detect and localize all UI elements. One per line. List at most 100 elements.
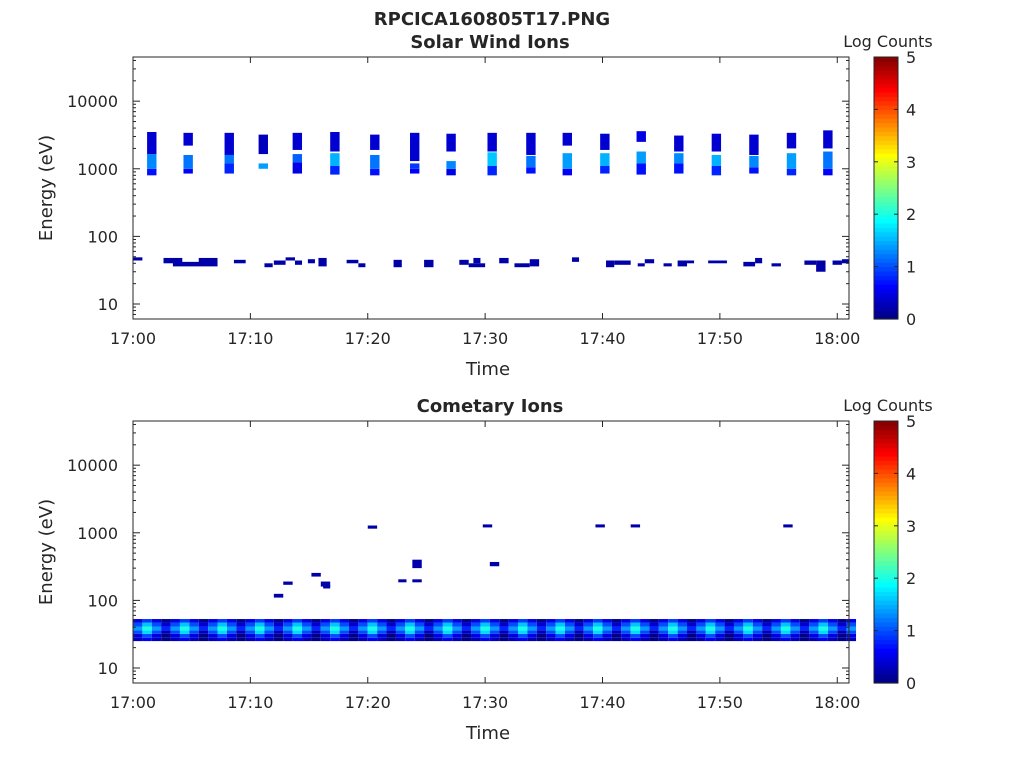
- heatmap-cell: [208, 626, 218, 631]
- heatmap-cell: [358, 619, 368, 623]
- heatmap-cell: [546, 626, 556, 631]
- heatmap-cell: [668, 622, 678, 627]
- colorbar-frame: [873, 56, 899, 320]
- colorbar-segment: [874, 512, 898, 518]
- heatmap-cell: [630, 626, 641, 631]
- heatmap-cell: [517, 619, 528, 623]
- colorbar-segment: [874, 192, 898, 198]
- colorbar-segment: [874, 105, 898, 110]
- heatmap-cell: [161, 637, 171, 642]
- heatmap-cell: [339, 622, 349, 627]
- heatmap-cell: [711, 154, 722, 166]
- heatmap-cell: [142, 637, 152, 642]
- colorbar-segment: [874, 429, 898, 435]
- heatmap-cell: [658, 630, 669, 634]
- heatmap-cell: [442, 626, 453, 631]
- heatmap-cell: [161, 619, 171, 623]
- heatmap-cell: [461, 622, 472, 627]
- colorbar-segment: [874, 530, 898, 536]
- heatmap-cell: [386, 622, 396, 627]
- colorbar-segment: [874, 499, 898, 505]
- heatmap-cell: [771, 637, 781, 642]
- heatmap-cell: [640, 622, 650, 627]
- heatmap-cell: [412, 579, 422, 583]
- heatmap-cell: [846, 630, 857, 634]
- heatmap-cell: [602, 622, 612, 627]
- colorbar-segment: [874, 284, 898, 290]
- heatmap-cell: [307, 259, 315, 264]
- heatmap-cell: [320, 633, 331, 638]
- colorbar-segment: [874, 157, 898, 163]
- heatmap-cell: [133, 630, 143, 634]
- heatmap-cell: [762, 637, 772, 642]
- heatmap-cell: [471, 633, 481, 638]
- heatmap-cell: [846, 626, 857, 631]
- colorbar-segment: [874, 665, 898, 671]
- heatmap-cell: [574, 622, 584, 627]
- colorbar-segment: [874, 608, 898, 614]
- heatmap-cell: [323, 584, 331, 589]
- heatmap-cell: [583, 633, 594, 638]
- colorbar-segment: [874, 201, 898, 207]
- heatmap-cell: [133, 257, 143, 261]
- heatmap-cell: [226, 637, 237, 642]
- colorbar-segment: [874, 196, 898, 202]
- heatmap-cell: [442, 619, 453, 623]
- heatmap-cell: [264, 633, 274, 638]
- colorbar-segment: [874, 96, 898, 102]
- heatmap-cell: [433, 630, 443, 634]
- heatmap-cell: [696, 622, 706, 627]
- colorbar-segment: [874, 310, 898, 316]
- heatmap-cell: [790, 622, 800, 627]
- x-tick-label: 18:00: [814, 329, 860, 348]
- heatmap-cell: [705, 630, 716, 634]
- heatmap-cell: [827, 619, 838, 623]
- colorbar-segment: [874, 249, 898, 255]
- heatmap-cell: [674, 163, 684, 174]
- heatmap-cell: [743, 637, 753, 642]
- heatmap-cell: [405, 633, 415, 638]
- heatmap-cell: [377, 619, 387, 623]
- colorbar-segment: [874, 661, 898, 667]
- heatmap-cell: [414, 637, 425, 642]
- heatmap-cell: [348, 630, 359, 634]
- heatmap-cell: [743, 619, 753, 623]
- heatmap-cell: [508, 619, 518, 623]
- colorbar-segment: [874, 595, 898, 601]
- colorbar-segment: [874, 604, 898, 610]
- heatmap-cell: [593, 637, 603, 642]
- heatmap-cell: [602, 633, 612, 638]
- heatmap-cell: [224, 163, 234, 174]
- heatmap-cell: [461, 637, 472, 642]
- heatmap-cell: [799, 619, 810, 623]
- heatmap-cell: [668, 630, 678, 634]
- heatmap-cell: [749, 167, 759, 174]
- heatmap-cell: [395, 626, 406, 631]
- heatmap-cell: [198, 630, 209, 634]
- colorbar-segment: [874, 148, 898, 154]
- colorbar-segment: [874, 236, 898, 241]
- heatmap-cell: [724, 633, 734, 638]
- heatmap-cell: [273, 260, 286, 265]
- heatmap-cell: [593, 630, 603, 634]
- heatmap-cell: [348, 619, 359, 623]
- heatmap-cell: [786, 132, 797, 149]
- heatmap-cell: [508, 637, 518, 642]
- heatmap-cell: [762, 619, 772, 623]
- heatmap-cell: [837, 619, 847, 623]
- colorbar-segment: [874, 74, 898, 80]
- colorbar-segment: [874, 262, 898, 268]
- heatmap-cell: [446, 168, 456, 176]
- heatmap-cell: [780, 626, 791, 631]
- heatmap-cell: [749, 155, 759, 168]
- heatmap-cell: [499, 630, 509, 634]
- heatmap-cell: [302, 637, 312, 642]
- heatmap-cell: [226, 626, 237, 631]
- heatmap-cell: [208, 619, 218, 623]
- heatmap-cell: [471, 637, 481, 642]
- heatmap-cell: [482, 524, 493, 528]
- colorbar-segment: [874, 600, 898, 605]
- x-tick-label: 17:20: [345, 693, 391, 712]
- heatmap-cell: [562, 168, 572, 176]
- heatmap-cell: [367, 637, 378, 642]
